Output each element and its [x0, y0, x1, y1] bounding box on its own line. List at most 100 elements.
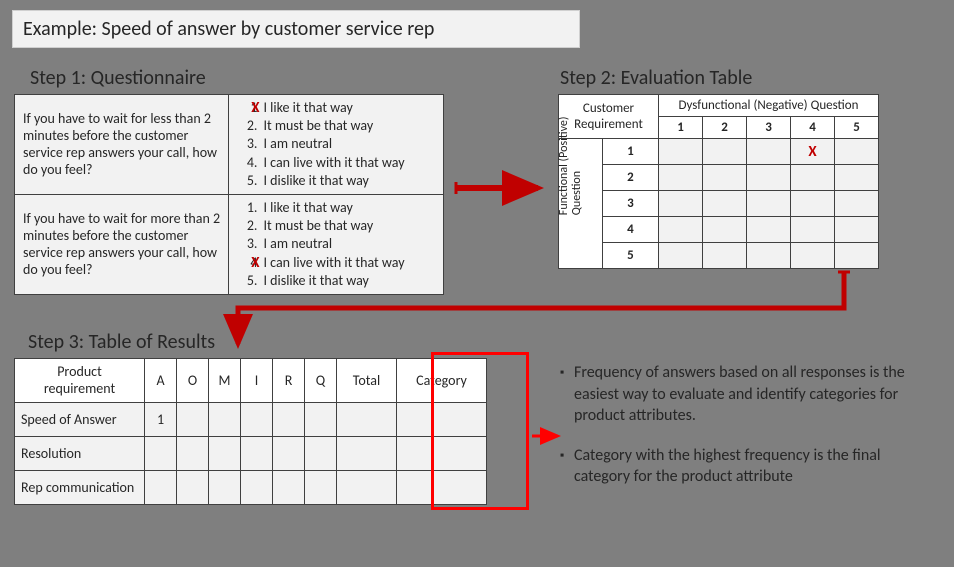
results-total-cell [337, 437, 397, 471]
eval-cell [791, 191, 835, 217]
evaluation-table: Customer Requirement Dysfunctional (Nega… [558, 94, 879, 269]
eval-row-number: 4 [602, 217, 658, 243]
results-row-label: Speed of Answer [15, 403, 145, 437]
results-cell [145, 437, 177, 471]
step1-label: Step 1: Questionnaire [30, 66, 206, 90]
results-table: ProductrequirementAOMIRQTotalCategory Sp… [14, 358, 487, 505]
results-cell [273, 437, 305, 471]
results-total-cell [337, 471, 397, 505]
bullet-icon: ▪ [560, 362, 574, 427]
eval-cell [791, 243, 835, 269]
results-category-cell [397, 403, 487, 437]
option-text: I like it that way [257, 199, 352, 217]
eval-cell [791, 217, 835, 243]
results-header-col: I [241, 359, 273, 403]
eval-cell: X [791, 139, 835, 165]
results-header-col: M [209, 359, 241, 403]
option-text: I am neutral [257, 235, 332, 253]
results-category-cell [397, 471, 487, 505]
results-cell [241, 403, 273, 437]
step3-label: Step 3: Table of Results [28, 330, 215, 354]
eval-cell [835, 139, 879, 165]
eval-cell [791, 165, 835, 191]
results-cell [305, 403, 337, 437]
eval-col-number: 3 [747, 117, 791, 139]
results-cell [209, 437, 241, 471]
note-1: Frequency of answers based on all respon… [574, 362, 938, 427]
eval-row-number: 1 [602, 139, 658, 165]
eval-left-header: Functional (Positive)Question [559, 139, 603, 269]
example-title: Example: Speed of answer by customer ser… [12, 10, 580, 48]
eval-cell [835, 217, 879, 243]
eval-cell [659, 165, 703, 191]
notes-list: ▪Frequency of answers based on all respo… [560, 362, 938, 506]
eval-cell [747, 217, 791, 243]
eval-cell [703, 165, 747, 191]
questionnaire-table: If you have to wait for less than 2 minu… [14, 94, 444, 295]
note-2: Category with the highest frequency is t… [574, 445, 938, 488]
option-text: It must be that way [257, 117, 373, 135]
eval-cell [659, 243, 703, 269]
results-cell [177, 403, 209, 437]
eval-cell [747, 139, 791, 165]
results-cell [273, 471, 305, 505]
eval-cell [659, 217, 703, 243]
results-cell [305, 471, 337, 505]
results-row-label: Rep communication [15, 471, 145, 505]
eval-cell [835, 165, 879, 191]
results-header-col: Q [305, 359, 337, 403]
results-header-col: R [273, 359, 305, 403]
question-text: If you have to wait for less than 2 minu… [15, 95, 229, 195]
eval-cell [747, 243, 791, 269]
selection-mark: X [251, 99, 259, 119]
eval-corner: Customer Requirement [559, 95, 659, 139]
results-header-category: Category [397, 359, 487, 403]
question-text: If you have to wait for more than 2 minu… [15, 194, 229, 294]
eval-cell [835, 191, 879, 217]
results-cell [241, 471, 273, 505]
eval-cell [659, 139, 703, 165]
eval-mark: X [808, 143, 816, 161]
results-cell [273, 403, 305, 437]
eval-col-number: 2 [703, 117, 747, 139]
eval-cell [703, 217, 747, 243]
step2-label: Step 2: Evaluation Table [560, 66, 752, 90]
eval-row-number: 5 [602, 243, 658, 269]
eval-cell [703, 139, 747, 165]
eval-cell [747, 191, 791, 217]
question-options: 1XI like it that way2.It must be that wa… [229, 95, 444, 195]
arrow-step1-to-step2 [452, 174, 552, 202]
results-cell [241, 437, 273, 471]
bullet-icon: ▪ [560, 445, 574, 488]
results-cell [177, 437, 209, 471]
eval-row-number: 2 [602, 165, 658, 191]
eval-cell [747, 165, 791, 191]
results-total-cell [337, 403, 397, 437]
results-row-label: Resolution [15, 437, 145, 471]
eval-cell [703, 191, 747, 217]
option-text: It must be that way [257, 217, 373, 235]
results-header-col: O [177, 359, 209, 403]
option-text: I dislike it that way [257, 172, 368, 190]
eval-col-number: 1 [659, 117, 703, 139]
option-text: I like it that way [257, 99, 352, 117]
results-cell [209, 403, 241, 437]
eval-top-header: Dysfunctional (Negative) Question [659, 95, 879, 117]
eval-col-number: 4 [791, 117, 835, 139]
option-text: I am neutral [257, 135, 332, 153]
results-header-col: A [145, 359, 177, 403]
results-cell [209, 471, 241, 505]
results-category-cell [397, 437, 487, 471]
eval-col-number: 5 [835, 117, 879, 139]
results-cell [177, 471, 209, 505]
results-header-product: Productrequirement [15, 359, 145, 403]
eval-cell [659, 191, 703, 217]
results-cell: 1 [145, 403, 177, 437]
results-cell [145, 471, 177, 505]
option-text: I can live with it that way [257, 154, 404, 172]
eval-cell [835, 243, 879, 269]
results-header-total: Total [337, 359, 397, 403]
eval-cell [703, 243, 747, 269]
eval-row-number: 3 [602, 191, 658, 217]
arrow-step2-to-step3 [224, 268, 864, 364]
